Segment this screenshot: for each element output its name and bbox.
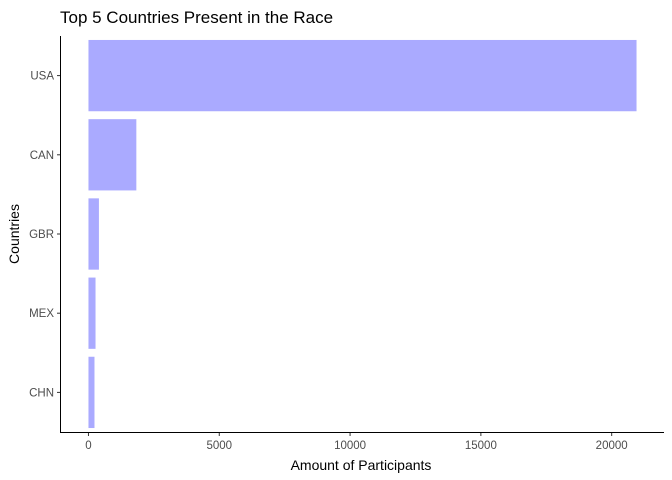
bar-gbr [88,198,99,270]
bar-usa [88,39,637,112]
y-tick-label: MEX [29,308,54,320]
x-tick-label: 20000 [596,440,628,452]
bar-chn [88,356,95,429]
bar-mex [88,277,96,349]
x-tick-label: 15000 [465,440,497,452]
y-axis-ticks: USA CAN GBR MEX CHN [29,71,61,399]
bars-group [88,39,637,429]
x-axis-title: Amount of Participants [291,457,432,473]
y-tick-label: CAN [30,150,54,162]
bar-can [88,119,137,191]
x-axis-ticks: 0 5000 10000 15000 20000 [85,432,628,452]
chart-title: Top 5 Countries Present in the Race [60,8,333,27]
y-axis-title: Countries [6,204,22,264]
y-tick-label: GBR [29,229,54,241]
y-tick-label: CHN [29,387,54,399]
x-tick-label: 10000 [334,440,366,452]
y-tick-label: USA [30,71,54,83]
x-tick-label: 0 [85,440,91,452]
x-tick-label: 5000 [206,440,232,452]
